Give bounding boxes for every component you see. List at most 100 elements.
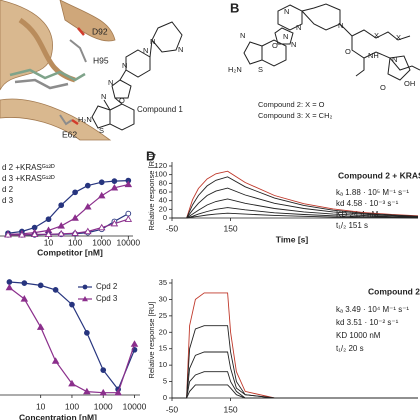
data-point (4, 230, 12, 238)
data-point (20, 295, 29, 302)
y-axis-label: Relative response [RU] (147, 301, 156, 378)
data-point (99, 388, 108, 396)
x-axis-label: Competitor [nM] (37, 247, 103, 257)
chart: 10 100 1000 10000 Competitor [nM] d 2 +KRASᴳ¹… (0, 163, 140, 257)
atom-label: O (380, 83, 386, 92)
y-tick-label: 25 (159, 311, 167, 320)
x-tick-label: 100 (68, 237, 82, 247)
annotation: kd 3.51 · 10⁻² s⁻¹ (336, 318, 399, 327)
data-point (37, 282, 44, 289)
data-point (124, 180, 133, 188)
atom-label: N (392, 55, 397, 64)
data-point (45, 216, 52, 223)
sensorgram (172, 351, 418, 399)
y-tick-label: 60 (159, 187, 167, 196)
legend-marker (82, 284, 88, 290)
data-point (110, 183, 119, 191)
atom-label: N (108, 78, 113, 87)
data-point (57, 222, 65, 229)
y-tick-label: 5 (163, 377, 167, 386)
y-tick-label: 35 (159, 278, 167, 287)
atom-label: N (284, 7, 289, 16)
x-tick-label: 150 (223, 404, 237, 414)
y-tick-label: 120 (154, 161, 167, 170)
atom-label: OH (404, 79, 415, 88)
y-tick-label: 30 (159, 294, 167, 303)
residue-label: E62 (62, 129, 77, 139)
legend-label: d 3 (2, 196, 14, 205)
fit-curve (7, 183, 129, 235)
x-tick-label: 10000 (116, 237, 140, 247)
atom-label: N (143, 46, 148, 55)
data-point (71, 229, 79, 236)
x-tick-label: -50 (166, 223, 179, 233)
legend-marker (82, 296, 88, 302)
data-point (97, 223, 106, 231)
data-point (18, 230, 26, 238)
sensorgram (172, 292, 418, 399)
sensorgram (172, 187, 419, 219)
caption: Compound 2: X = O (258, 100, 325, 109)
data-point (58, 202, 65, 209)
y-tick-label: 80 (159, 178, 167, 187)
data-point (44, 230, 53, 237)
data-point (36, 323, 45, 330)
annotation: kd 4.58 · 10⁻³ s⁻¹ (336, 199, 399, 208)
annotation: kₐ 3.49 · 10⁴ M⁻¹ s⁻¹ (336, 305, 409, 314)
x-tick-label: 100 (65, 401, 79, 411)
y-tick-label: 15 (159, 344, 167, 353)
residue-label: D92 (92, 26, 108, 36)
chart-title: Compound 2 + KRASᴳ¹²ᴰ (338, 170, 420, 180)
y-tick-label: 40 (159, 196, 167, 205)
legend-label: d 2 +KRASᴳ¹²ᴰ (2, 163, 55, 172)
data-point (97, 191, 106, 199)
chart: 10 100 1000 10000 Concentration [nM] Cpd 2 Cpd… (0, 279, 147, 420)
data-point (51, 357, 60, 364)
data-point (21, 280, 28, 286)
atom-label: H₂N (228, 65, 242, 74)
compound-2-3-structure: N N N N O N X X O NH N O OH S H₂N N Comp… (228, 3, 420, 120)
annotation: t₁/₂ 151 s (336, 221, 368, 230)
atom-label: N (291, 40, 296, 49)
x-tick-label: 1000 (94, 401, 113, 411)
atom-label: O (119, 96, 125, 105)
fit-curve (7, 180, 129, 234)
sensorgram (172, 170, 419, 219)
protein-structure: D92 H95 E62 (0, 0, 116, 141)
atom-label: N (101, 92, 106, 101)
atom-label: X (396, 33, 401, 42)
annotation: kₐ 1.88 · 10⁵ M⁻¹ s⁻¹ (336, 188, 409, 197)
fit-curve (8, 213, 129, 236)
sensorgram (172, 207, 419, 219)
data-point (110, 219, 119, 227)
atom-label: N (150, 37, 155, 46)
y-axis-label: Relative response [RU] (147, 153, 156, 230)
compound-name: Compound 1 (137, 105, 183, 114)
data-point (100, 367, 107, 373)
atom-label: N (338, 21, 343, 30)
chart-title: Compound 2 (368, 286, 420, 296)
atom-label: S (258, 65, 263, 74)
data-point (125, 210, 132, 217)
data-point (72, 189, 78, 196)
y-tick-label: 100 (154, 170, 167, 179)
y-tick-label: 0 (163, 393, 167, 402)
data-point (111, 178, 118, 184)
legend-label: Cpd 3 (96, 294, 118, 303)
atom-label: O (272, 41, 278, 50)
data-point (114, 388, 122, 396)
panel-label: B (230, 0, 239, 15)
y-tick-label: 0 (163, 213, 167, 222)
atom-label: N (296, 23, 301, 32)
data-point (71, 214, 79, 221)
y-tick-label: 20 (159, 327, 167, 336)
y-tick-label: 10 (159, 360, 167, 369)
atom-label: N (283, 32, 288, 41)
data-point (124, 215, 133, 222)
sensorgram (172, 176, 419, 219)
data-point (6, 279, 13, 285)
data-point (69, 301, 75, 308)
data-point (84, 182, 91, 189)
